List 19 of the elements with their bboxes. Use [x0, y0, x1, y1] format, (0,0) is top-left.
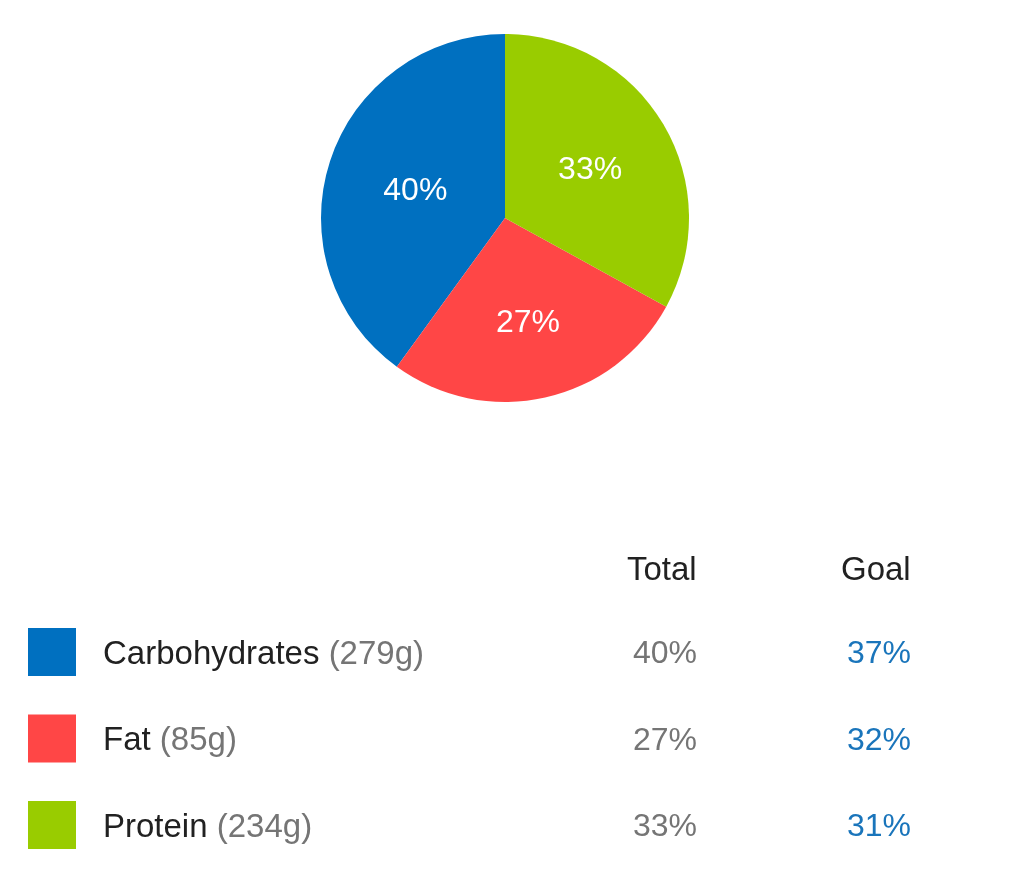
- data-label: 33%: [558, 149, 623, 186]
- text: 33%: [633, 807, 698, 843]
- text: 40%: [633, 634, 698, 670]
- data-label: 27%: [495, 302, 560, 339]
- pie-slice: [396, 218, 667, 402]
- text: Goal: [841, 550, 911, 587]
- text: 32%: [847, 721, 912, 757]
- data-label: 40%: [383, 170, 448, 207]
- text: Total: [627, 550, 697, 587]
- text: 31%: [847, 807, 912, 843]
- text: (279g): [328, 634, 425, 671]
- pie-slice: [505, 34, 689, 307]
- text: 27%: [633, 721, 698, 757]
- legend-label: Protein: [103, 807, 208, 844]
- text: 37%: [847, 634, 912, 670]
- text: (85g): [159, 720, 237, 757]
- legend-label: Fat: [103, 720, 151, 757]
- text: (234g): [216, 807, 313, 844]
- legend-label: Carbohydrates: [103, 634, 320, 671]
